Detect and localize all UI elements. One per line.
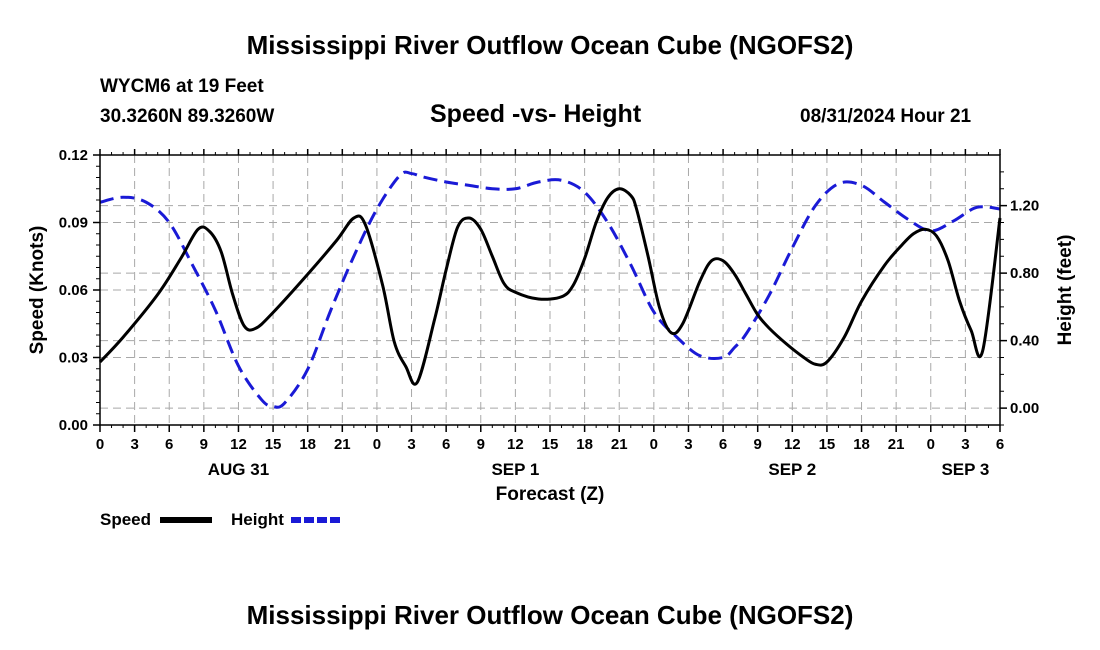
date-label: AUG 31 (208, 460, 269, 479)
legend-label-speed: Speed (100, 510, 151, 529)
axis-labels: 0 3 6 9 12 15 18 21 0 3 6 9 12 15 18 21 0 3 6 9 12 15 18 21 0 3 6 A… (59, 147, 1039, 479)
x-tick-label: 6 (442, 436, 450, 453)
x-axis-label: Forecast (Z) (496, 484, 605, 505)
x-tick-label: 21 (334, 436, 351, 453)
x-tick-label: 3 (961, 436, 969, 453)
y-tick-label: 0.12 (59, 147, 88, 164)
x-tick-label: 0 (927, 436, 935, 453)
x-tick-label: 9 (754, 436, 762, 453)
y-tick-label: 0.06 (59, 282, 88, 299)
x-tick-label: 18 (299, 436, 316, 453)
height-series-line (99, 170, 1001, 409)
x-tick-label: 3 (130, 436, 138, 453)
x-tick-label: 12 (507, 436, 524, 453)
speed-height-chart: 0 3 6 9 12 15 18 21 0 3 6 9 12 15 18 21 0 3 6 9 12 15 18 21 0 3 6 A… (27, 147, 1076, 529)
x-tick-label: 15 (542, 436, 559, 453)
series-lines (98, 170, 1002, 409)
x-tick-label: 9 (200, 436, 208, 453)
grid-lines (100, 155, 1000, 425)
legend: Speed Height (100, 510, 343, 529)
x-tick-label: 15 (265, 436, 282, 453)
x-tick-label: 21 (888, 436, 905, 453)
y2-tick-label: 1.20 (1010, 198, 1039, 215)
x-tick-label: 12 (784, 436, 801, 453)
x-tick-label: 12 (230, 436, 247, 453)
x-tick-label: 6 (719, 436, 727, 453)
y-tick-label: 0.00 (59, 417, 88, 434)
y-tick-label: 0.09 (59, 215, 88, 232)
x-tick-label: 15 (819, 436, 836, 453)
date-label: SEP 2 (768, 460, 816, 479)
y2-tick-label: 0.40 (1010, 333, 1039, 350)
x-tick-label: 21 (611, 436, 628, 453)
x-tick-label: 18 (853, 436, 870, 453)
x-tick-label: 6 (165, 436, 173, 453)
chart-title: Mississippi River Outflow Ocean Cube (NG… (246, 30, 854, 60)
y-tick-label: 0.03 (59, 350, 88, 367)
forecast-datetime: 08/31/2024 Hour 21 (800, 106, 972, 127)
x-tick-label: 18 (576, 436, 593, 453)
x-tick-label: 6 (996, 436, 1004, 453)
footer-title: Mississippi River Outflow Ocean Cube (NG… (246, 600, 854, 630)
coordinates-label: 30.3260N 89.3260W (100, 106, 275, 127)
y2-tick-label: 0.00 (1010, 400, 1039, 417)
legend-label-height: Height (231, 510, 284, 529)
x-tick-label: 0 (96, 436, 104, 453)
station-label: WYCM6 at 19 Feet (100, 76, 264, 97)
y2-tick-label: 0.80 (1010, 265, 1039, 282)
x-tick-label: 3 (407, 436, 415, 453)
x-tick-label: 3 (684, 436, 692, 453)
x-tick-label: 0 (650, 436, 658, 453)
x-tick-label: 0 (373, 436, 381, 453)
axis-ticks (93, 149, 1007, 432)
date-label: SEP 1 (491, 460, 539, 479)
x-tick-label: 9 (477, 436, 485, 453)
chart-subtitle: Speed -vs- Height (430, 100, 642, 128)
date-label: SEP 3 (941, 460, 989, 479)
y-axis-label: Speed (Knots) (27, 226, 48, 355)
speed-series-line (98, 187, 1002, 386)
y2-axis-label: Height (feet) (1055, 235, 1076, 346)
